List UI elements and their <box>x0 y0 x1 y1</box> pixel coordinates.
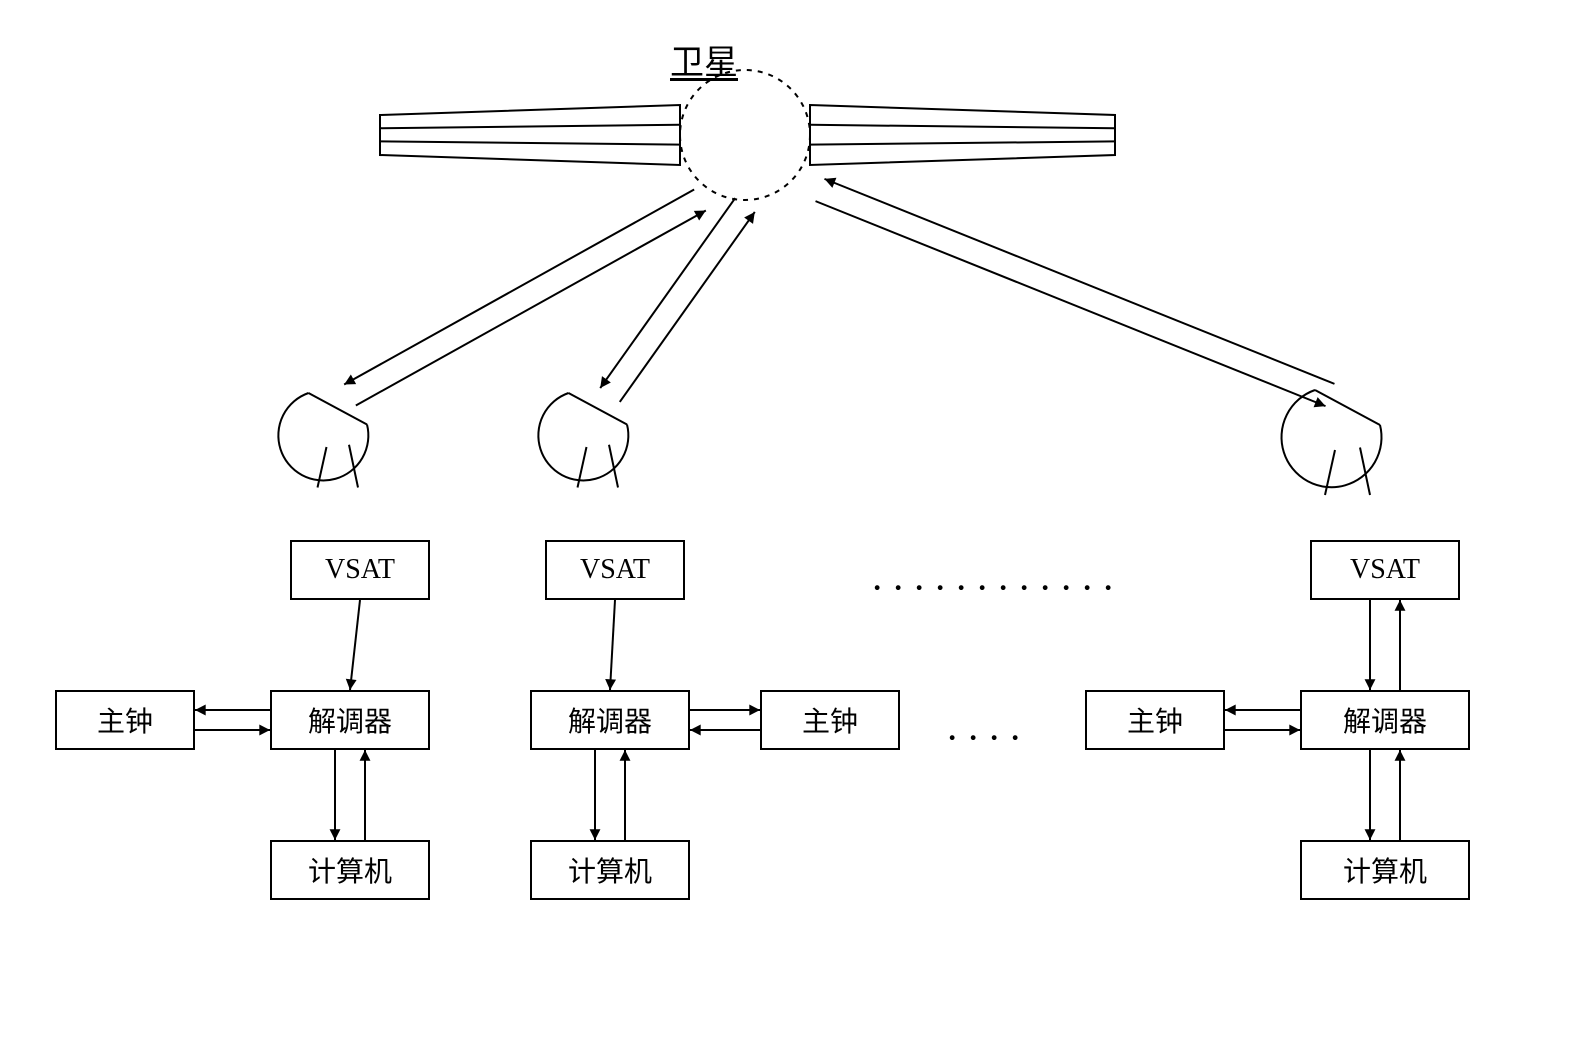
demod-box-3: 解调器 <box>1300 690 1470 750</box>
demod-box-1: 解调器 <box>270 690 430 750</box>
demod-box-2: 解调器 <box>530 690 690 750</box>
computer-box-3: 计算机 <box>1300 840 1470 900</box>
vsat-box-2: VSAT <box>545 540 685 600</box>
clock-box-2: 主钟 <box>760 690 900 750</box>
clock-box-3: 主钟 <box>1085 690 1225 750</box>
computer-box-2: 计算机 <box>530 840 690 900</box>
vsat-box-1: VSAT <box>290 540 430 600</box>
satellite-label: 卫星 <box>670 35 738 84</box>
clock-box-1: 主钟 <box>55 690 195 750</box>
ellipsis-long: ．．．．．．．．．．．． <box>870 555 1137 599</box>
ellipsis-short: ．．．． <box>945 705 1044 749</box>
computer-box-1: 计算机 <box>270 840 430 900</box>
vsat-box-3: VSAT <box>1310 540 1460 600</box>
